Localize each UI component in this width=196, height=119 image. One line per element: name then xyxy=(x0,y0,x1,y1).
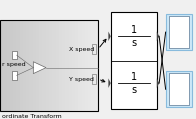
Bar xyxy=(166,71,192,107)
Polygon shape xyxy=(108,32,111,41)
Bar xyxy=(43,20,46,111)
Bar xyxy=(166,14,192,50)
Bar xyxy=(55,20,59,111)
Bar xyxy=(92,74,96,84)
Bar xyxy=(0,20,98,111)
Bar xyxy=(72,20,75,111)
Bar xyxy=(169,16,189,48)
Bar xyxy=(33,20,36,111)
Text: X speed: X speed xyxy=(69,47,94,52)
Bar xyxy=(12,71,17,80)
Text: s: s xyxy=(131,38,136,48)
Polygon shape xyxy=(157,78,159,88)
Bar xyxy=(169,73,189,105)
Bar xyxy=(92,44,96,54)
Polygon shape xyxy=(157,32,159,41)
Bar xyxy=(85,20,89,111)
Bar xyxy=(3,20,7,111)
Bar xyxy=(59,20,63,111)
Bar xyxy=(78,20,82,111)
Bar xyxy=(111,12,157,109)
Polygon shape xyxy=(33,62,46,74)
Bar xyxy=(95,20,98,111)
Text: Y speed: Y speed xyxy=(69,77,94,82)
Bar xyxy=(75,20,79,111)
Text: 1: 1 xyxy=(131,25,137,35)
Bar xyxy=(12,51,17,59)
Bar xyxy=(92,20,95,111)
Text: ordinate Transform: ordinate Transform xyxy=(2,114,62,119)
Bar xyxy=(6,20,10,111)
Bar xyxy=(62,20,66,111)
Bar xyxy=(23,20,26,111)
Text: 1: 1 xyxy=(131,72,137,82)
Bar xyxy=(46,20,49,111)
Bar xyxy=(52,20,56,111)
Bar xyxy=(36,20,40,111)
Bar xyxy=(26,20,30,111)
Bar xyxy=(39,20,43,111)
Bar xyxy=(49,20,53,111)
Bar xyxy=(0,20,4,111)
Bar xyxy=(16,20,20,111)
Bar xyxy=(69,20,72,111)
Bar xyxy=(65,20,69,111)
Bar xyxy=(20,20,23,111)
Bar xyxy=(88,20,92,111)
Bar xyxy=(82,20,85,111)
Polygon shape xyxy=(108,78,111,88)
Text: s: s xyxy=(131,85,136,95)
Bar xyxy=(13,20,17,111)
Text: r speed: r speed xyxy=(2,62,26,67)
Bar xyxy=(10,20,14,111)
Bar xyxy=(29,20,33,111)
